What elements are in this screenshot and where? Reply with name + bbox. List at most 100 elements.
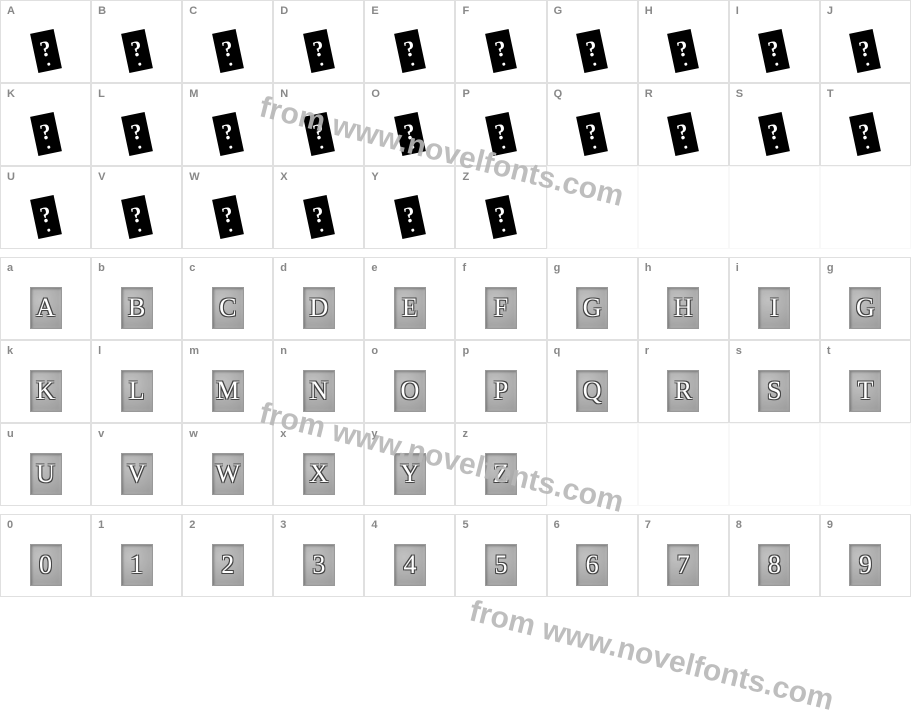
cell-label: N bbox=[280, 88, 288, 100]
empty-cell bbox=[820, 166, 911, 249]
missing-glyph-icon bbox=[485, 28, 517, 72]
glyph-area: 0 bbox=[1, 537, 90, 592]
char-cell: sS bbox=[729, 340, 820, 423]
glyph-box: T bbox=[849, 370, 881, 412]
cell-label: s bbox=[736, 345, 742, 357]
char-cell: xX bbox=[273, 423, 364, 506]
char-cell: gG bbox=[820, 257, 911, 340]
glyph-box: Y bbox=[394, 453, 426, 495]
missing-glyph-icon bbox=[121, 111, 153, 155]
cell-label: Q bbox=[554, 88, 563, 100]
glyph-char: G bbox=[583, 293, 602, 323]
glyph-box: P bbox=[485, 370, 517, 412]
char-cell: aA bbox=[0, 257, 91, 340]
cell-label: 2 bbox=[189, 519, 195, 531]
char-cell: L bbox=[91, 83, 182, 166]
glyph-area: R bbox=[639, 363, 728, 418]
glyph-area: P bbox=[456, 363, 545, 418]
cell-label: S bbox=[736, 88, 743, 100]
cell-label: e bbox=[371, 262, 377, 274]
cell-label: 3 bbox=[280, 519, 286, 531]
glyph-char: 1 bbox=[130, 550, 143, 580]
glyph-area: 1 bbox=[92, 537, 181, 592]
glyph-area bbox=[365, 106, 454, 161]
char-cell: A bbox=[0, 0, 91, 83]
glyph-area bbox=[639, 106, 728, 161]
glyph-area bbox=[92, 106, 181, 161]
glyph-box: U bbox=[30, 453, 62, 495]
glyph-box: M bbox=[212, 370, 244, 412]
glyph-char: U bbox=[36, 459, 55, 489]
glyph-area bbox=[183, 23, 272, 78]
glyph-char: 4 bbox=[403, 550, 416, 580]
glyph-box: N bbox=[303, 370, 335, 412]
char-cell: E bbox=[364, 0, 455, 83]
glyph-area: O bbox=[365, 363, 454, 418]
cell-label: l bbox=[98, 345, 101, 357]
cell-label: 6 bbox=[554, 519, 560, 531]
missing-glyph-icon bbox=[667, 111, 699, 155]
missing-glyph-icon bbox=[303, 194, 335, 238]
glyph-char: T bbox=[857, 376, 873, 406]
missing-glyph-icon bbox=[303, 28, 335, 72]
cell-label: T bbox=[827, 88, 834, 100]
char-cell: gG bbox=[547, 257, 638, 340]
missing-glyph-icon bbox=[30, 194, 62, 238]
char-cell: oO bbox=[364, 340, 455, 423]
glyph-box: G bbox=[849, 287, 881, 329]
cell-label: p bbox=[462, 345, 469, 357]
glyph-box: 6 bbox=[576, 544, 608, 586]
glyph-area: E bbox=[365, 280, 454, 335]
glyph-area bbox=[456, 23, 545, 78]
cell-label: V bbox=[98, 171, 105, 183]
cell-label: 1 bbox=[98, 519, 104, 531]
glyph-box: 8 bbox=[758, 544, 790, 586]
char-cell: 11 bbox=[91, 514, 182, 597]
glyph-char: B bbox=[128, 293, 145, 323]
cell-label: K bbox=[7, 88, 15, 100]
char-cell: I bbox=[729, 0, 820, 83]
char-cell: mM bbox=[182, 340, 273, 423]
char-cell: vV bbox=[91, 423, 182, 506]
char-cell: tT bbox=[820, 340, 911, 423]
cell-label: f bbox=[462, 262, 466, 274]
char-cell: 55 bbox=[455, 514, 546, 597]
glyph-box: 9 bbox=[849, 544, 881, 586]
cell-label: M bbox=[189, 88, 198, 100]
glyph-box: 5 bbox=[485, 544, 517, 586]
char-cell: R bbox=[638, 83, 729, 166]
glyph-area: G bbox=[821, 280, 910, 335]
glyph-area: U bbox=[1, 446, 90, 501]
char-cell: H bbox=[638, 0, 729, 83]
glyph-area: X bbox=[274, 446, 363, 501]
char-cell: uU bbox=[0, 423, 91, 506]
glyph-char: P bbox=[494, 376, 508, 406]
glyph-char: 2 bbox=[221, 550, 234, 580]
glyph-char: I bbox=[770, 293, 779, 323]
char-cell: P bbox=[455, 83, 546, 166]
glyph-area: M bbox=[183, 363, 272, 418]
cell-label: G bbox=[554, 5, 563, 17]
missing-glyph-icon bbox=[394, 28, 426, 72]
cell-label: g bbox=[554, 262, 561, 274]
char-cell: lL bbox=[91, 340, 182, 423]
char-cell: kK bbox=[0, 340, 91, 423]
glyph-char: N bbox=[309, 376, 328, 406]
cell-label: A bbox=[7, 5, 15, 17]
glyph-area bbox=[365, 189, 454, 244]
char-cell: 66 bbox=[547, 514, 638, 597]
cell-label: t bbox=[827, 345, 831, 357]
glyph-box: 2 bbox=[212, 544, 244, 586]
glyph-area: I bbox=[730, 280, 819, 335]
empty-cell bbox=[547, 423, 638, 506]
char-cell: 77 bbox=[638, 514, 729, 597]
cell-label: D bbox=[280, 5, 288, 17]
char-cell: G bbox=[547, 0, 638, 83]
glyph-char: C bbox=[219, 293, 236, 323]
glyph-area: Z bbox=[456, 446, 545, 501]
glyph-char: Q bbox=[583, 376, 602, 406]
empty-cell bbox=[638, 166, 729, 249]
char-cell: D bbox=[273, 0, 364, 83]
glyph-char: V bbox=[127, 459, 146, 489]
glyph-area bbox=[456, 106, 545, 161]
